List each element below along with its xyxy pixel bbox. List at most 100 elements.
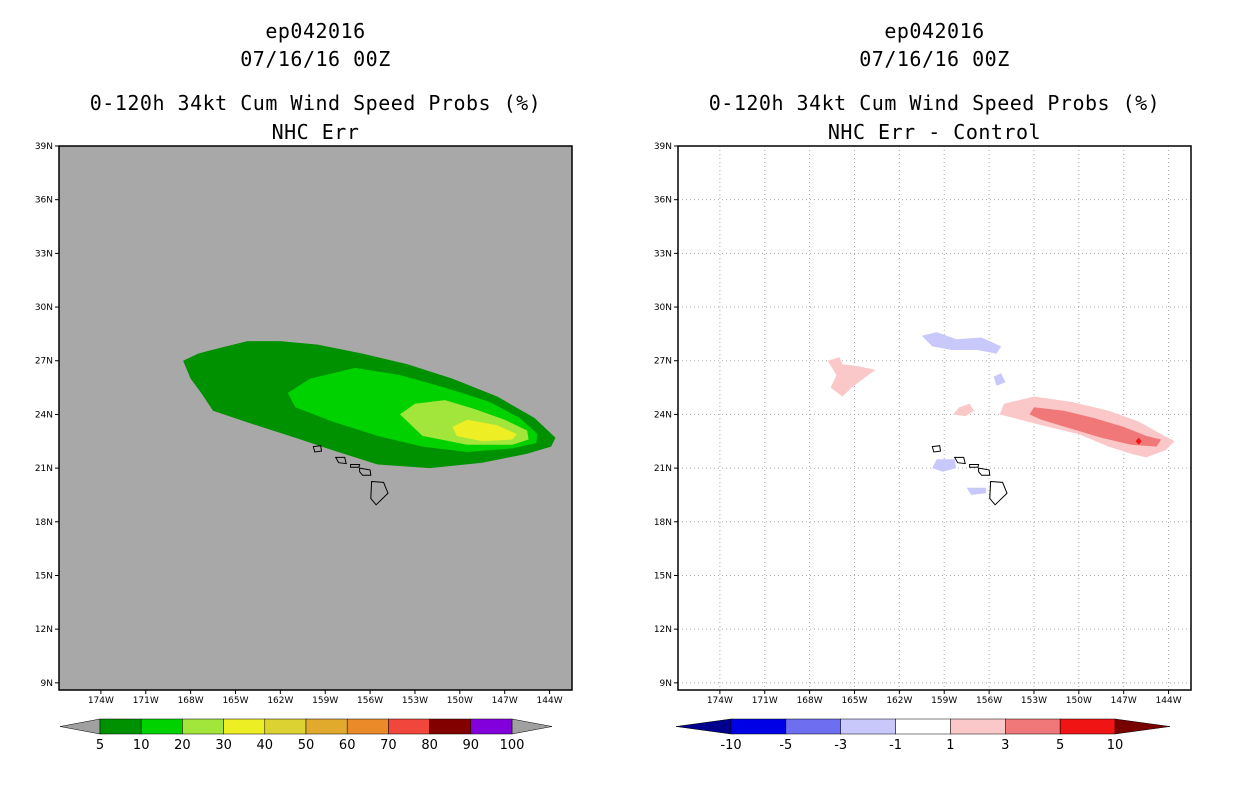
left-colorbar-label: 70 (380, 738, 397, 753)
left-lat-tick-label: 27N (35, 357, 53, 367)
right-chart-subtitle: NHC Err - Control (827, 120, 1042, 144)
left-lat-tick-label: 33N (35, 249, 53, 259)
left-colorbar-label: 100 (500, 738, 525, 753)
left-lat-tick-label: 30N (35, 303, 53, 313)
left-lon-tick-label: 159W (312, 696, 338, 706)
right-colorbar-low-arrow (675, 718, 732, 735)
left-colorbar-label: 80 (421, 738, 438, 753)
right-lat-tick-label: 12N (654, 625, 672, 635)
left-lon-tick-label: 174W (88, 696, 114, 706)
left-plot-frame (58, 145, 573, 691)
left-colorbar-label: 40 (257, 738, 274, 753)
left-colorbar-label: 50 (298, 738, 315, 753)
right-lat-tick-label: 15N (654, 571, 672, 581)
left-colorbar-swatch (264, 718, 307, 735)
left-colorbar-swatch (99, 718, 142, 735)
left-colorbar-swatch (388, 718, 430, 735)
right-datetime: 07/16/16 00Z (859, 47, 1010, 71)
right-contour-neg1 (921, 332, 1002, 354)
right-colorbar-label: 5 (1056, 738, 1064, 753)
right-lon-tick-label: 144W (1156, 696, 1182, 706)
left-lon-tick-label: 165W (222, 696, 248, 706)
right-island-outline (978, 467, 991, 476)
left-colorbar-label: 5 (96, 738, 104, 753)
left-island-outline (350, 464, 361, 468)
left-colorbar-high-arrow (511, 718, 553, 735)
right-colorbar-label: 1 (946, 738, 954, 753)
left-lat-tick-label: 9N (41, 679, 53, 689)
right-contour-neg1 (966, 487, 987, 495)
left-colorbar-low-arrow (59, 718, 101, 735)
left-colorbar-swatch (223, 718, 266, 735)
left-lat-tick-label: 18N (35, 518, 53, 528)
right-contour-neg1 (932, 459, 957, 472)
left-colorbar-swatch (346, 718, 389, 735)
right-chart-title: 0-120h 34kt Cum Wind Speed Probs (%) (708, 91, 1161, 115)
right-colorbar-swatch (840, 718, 896, 735)
right-colorbar-swatch (730, 718, 787, 735)
right-lon-tick-label: 162W (886, 696, 912, 706)
right-lat-tick-label: 27N (654, 357, 672, 367)
left-colorbar-swatch (140, 718, 183, 735)
left-contour-30 (452, 419, 517, 442)
right-colorbar-swatch (1059, 718, 1116, 735)
left-colorbar-swatch (305, 718, 348, 735)
right-plot: 39N 36N 33N 30N 27N 24N 21N 18N 15N 12N 9N 174W 171W… (654, 142, 1192, 706)
right-colorbar-swatch (950, 718, 1006, 735)
right-lat-tick-label: 39N (654, 142, 672, 152)
right-lon-tick-label: 153W (1021, 696, 1047, 706)
left-lon-tick-label: 147W (492, 696, 518, 706)
left-lon-tick-label: 144W (537, 696, 563, 706)
right-lat-tick-label: 18N (654, 518, 672, 528)
left-island-outline (312, 445, 323, 453)
left-colorbar-label: 10 (133, 738, 150, 753)
left-lon-tick-label: 162W (267, 696, 293, 706)
left-storm-id: ep042016 (265, 19, 366, 43)
right-island-outline (989, 480, 1008, 506)
right-colorbar-label: 10 (1107, 738, 1124, 753)
right-contour-1 (953, 403, 975, 417)
left-island-outline (370, 480, 389, 506)
left-lat-tick-label: 24N (35, 410, 53, 420)
right-colorbar-label: -3 (834, 738, 847, 753)
right-colorbar-swatch (895, 718, 951, 735)
left-colorbar-label: 60 (339, 738, 356, 753)
left-lat-tick-label: 12N (35, 625, 53, 635)
right-colorbar-label: 3 (1001, 738, 1009, 753)
left-lat-tick-label: 36N (35, 196, 53, 206)
right-contour-neg1 (993, 373, 1006, 386)
right-plot-frame (677, 145, 1192, 691)
right-lat-tick-label: 36N (654, 196, 672, 206)
left-island-outline (359, 467, 372, 476)
left-lat-tick-label: 39N (35, 142, 53, 152)
right-contour-1 (827, 357, 876, 397)
right-lat-tick-label: 33N (654, 249, 672, 259)
right-lon-tick-label: 165W (841, 696, 867, 706)
right-lat-tick-label: 24N (654, 410, 672, 420)
left-colorbar-swatch (429, 718, 472, 735)
right-lon-tick-label: 159W (931, 696, 957, 706)
right-lon-tick-label: 168W (797, 696, 823, 706)
left-datetime: 07/16/16 00Z (240, 47, 391, 71)
right-island-outline (931, 445, 942, 453)
left-lon-tick-label: 153W (402, 696, 428, 706)
right-colorbar: -10 -5 -3 -1 1 3 5 10 (675, 718, 1171, 753)
left-colorbar-swatch (182, 718, 224, 735)
right-island-outline (953, 456, 966, 465)
right-contour-5 (1135, 437, 1142, 445)
left-lat-tick-label: 21N (35, 464, 53, 474)
left-colorbar-swatch (470, 718, 513, 735)
right-colorbar-swatch (1005, 718, 1061, 735)
left-lon-tick-label: 156W (357, 696, 383, 706)
right-lat-tick-label: 21N (654, 464, 672, 474)
right-contour-3 (1029, 407, 1162, 447)
right-colorbar-label: -5 (779, 738, 792, 753)
left-colorbar: 5 10 20 30 40 50 60 70 80 90 100 (59, 718, 553, 753)
left-lon-tick-label: 171W (133, 696, 159, 706)
right-lat-tick-label: 9N (660, 679, 672, 689)
left-lon-tick-label: 168W (178, 696, 204, 706)
right-lon-tick-label: 174W (707, 696, 733, 706)
right-colorbar-label: -1 (889, 738, 902, 753)
right-storm-id: ep042016 (884, 19, 985, 43)
